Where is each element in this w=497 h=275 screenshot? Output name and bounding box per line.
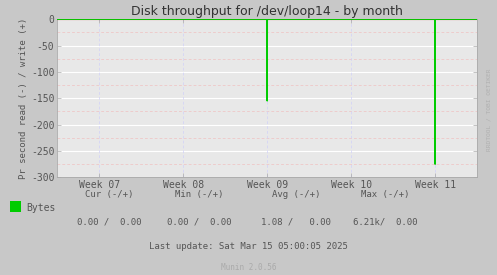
Text: 0.00 /  0.00: 0.00 / 0.00 [77,217,142,226]
Text: 1.08 /   0.00: 1.08 / 0.00 [261,217,331,226]
Text: 6.21k/  0.00: 6.21k/ 0.00 [353,217,417,226]
Text: RRDTOOL / TOBI OETIKER: RRDTOOL / TOBI OETIKER [486,69,491,151]
Text: Avg (-/+): Avg (-/+) [271,190,320,199]
Text: Max (-/+): Max (-/+) [361,190,410,199]
Text: Munin 2.0.56: Munin 2.0.56 [221,263,276,271]
Text: 0.00 /  0.00: 0.00 / 0.00 [166,217,231,226]
Text: Bytes: Bytes [26,203,56,213]
Text: Last update: Sat Mar 15 05:00:05 2025: Last update: Sat Mar 15 05:00:05 2025 [149,242,348,251]
Text: Cur (-/+): Cur (-/+) [85,190,134,199]
Y-axis label: Pr second read (-) / write (+): Pr second read (-) / write (+) [19,18,28,179]
Text: Min (-/+): Min (-/+) [174,190,223,199]
Title: Disk throughput for /dev/loop14 - by month: Disk throughput for /dev/loop14 - by mon… [131,5,403,18]
